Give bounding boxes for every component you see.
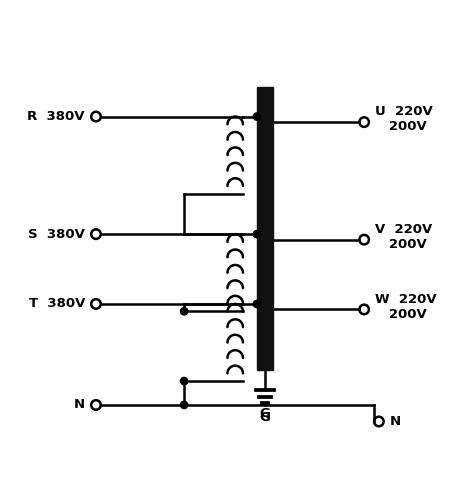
Text: G: G — [260, 411, 270, 424]
Text: V  220V
   200V: V 220V 200V — [375, 222, 432, 250]
Circle shape — [253, 230, 261, 238]
Text: N: N — [390, 415, 401, 428]
Circle shape — [181, 378, 188, 384]
Circle shape — [181, 308, 188, 315]
Text: R  380V: R 380V — [27, 110, 85, 123]
Circle shape — [253, 300, 261, 308]
Text: N: N — [74, 398, 85, 411]
Circle shape — [181, 402, 188, 408]
Text: U  220V
   200V: U 220V 200V — [375, 105, 433, 133]
Circle shape — [253, 113, 261, 120]
Text: T  380V: T 380V — [28, 298, 85, 310]
Text: S  380V: S 380V — [28, 228, 85, 240]
Text: W  220V
   200V: W 220V 200V — [375, 292, 437, 320]
Bar — [257, 87, 273, 370]
Text: G: G — [260, 407, 270, 420]
